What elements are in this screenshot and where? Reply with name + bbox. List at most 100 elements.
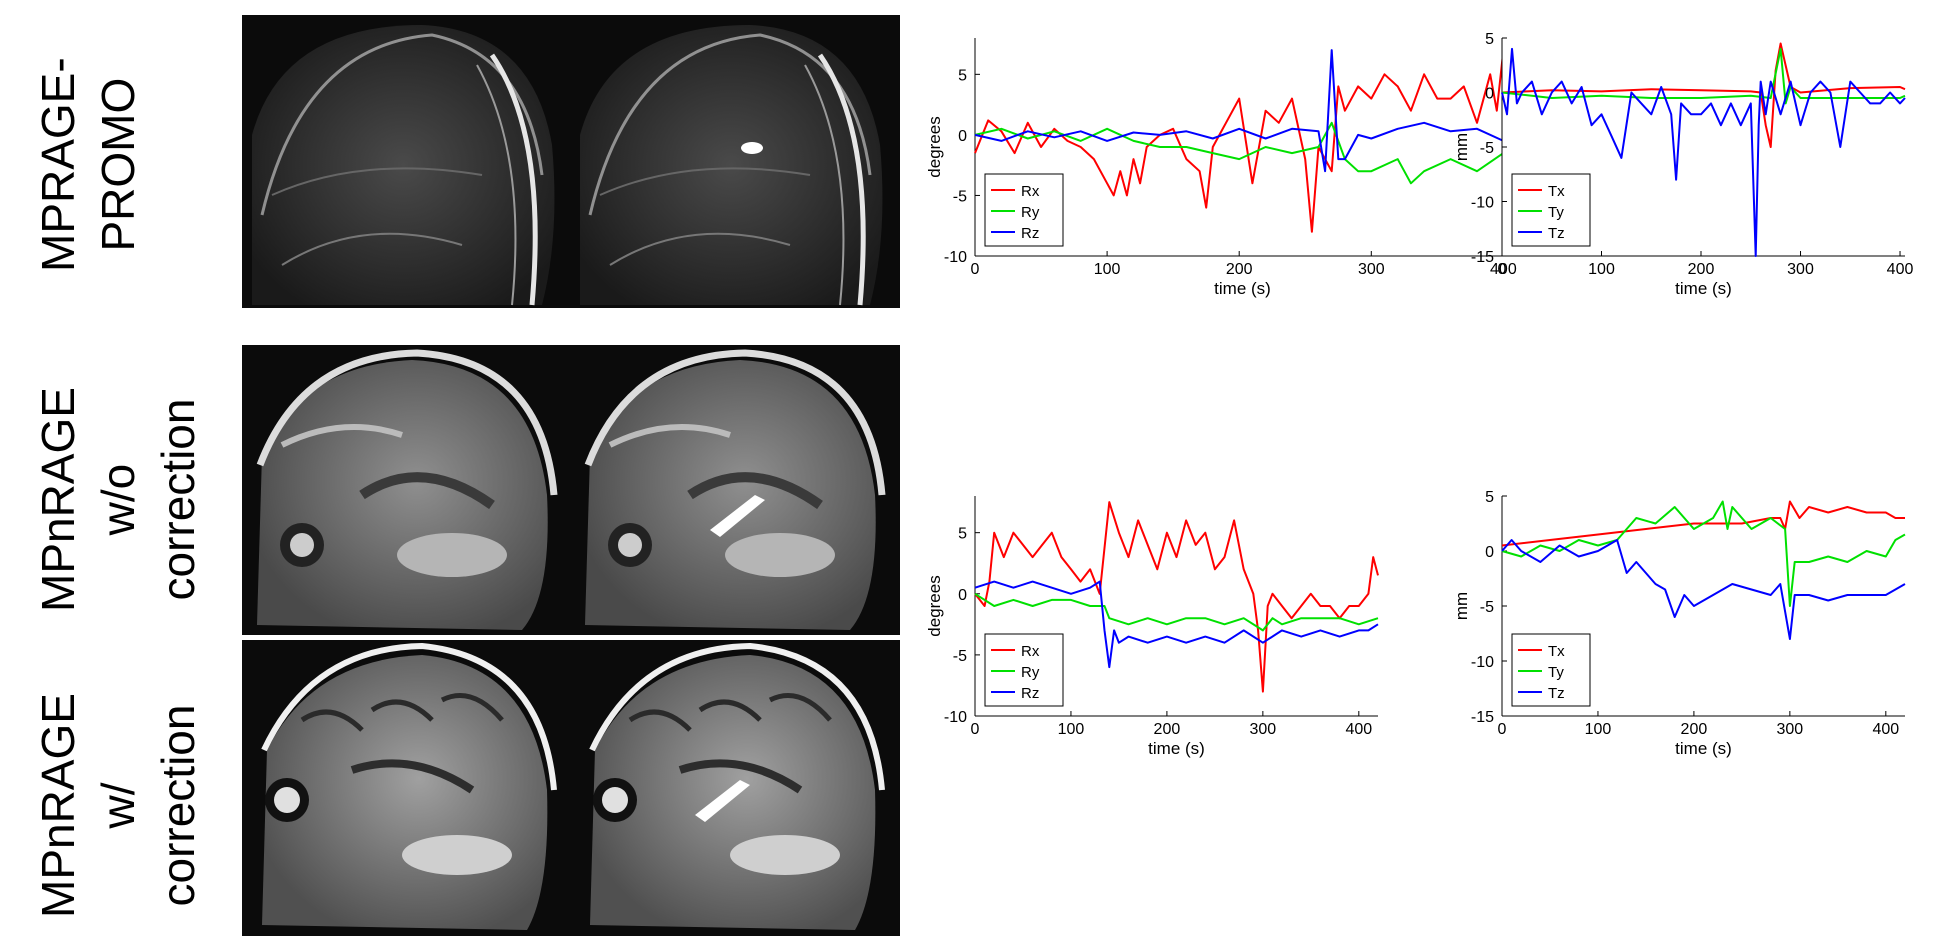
x-axis-label: time (s) <box>1675 279 1732 298</box>
legend-box <box>1511 173 1591 247</box>
y-axis-label: mm <box>1452 592 1471 620</box>
y-tick-label: -5 <box>953 648 967 665</box>
mpnrage-wo-left-slice <box>256 349 558 630</box>
row-label-line: correction <box>152 398 204 601</box>
x-tick-label: 0 <box>971 721 980 738</box>
x-tick-label: 300 <box>1777 721 1804 738</box>
y-tick-label: -10 <box>1471 195 1494 212</box>
y-tick-label: 0 <box>1485 544 1494 561</box>
series-line-Ry <box>974 592 1379 632</box>
series-line-Ty <box>1501 500 1906 607</box>
x-tick-label: 100 <box>1585 721 1612 738</box>
series-line-Rx <box>974 49 1511 233</box>
plot-area <box>1502 38 1905 256</box>
row-label-mpnrage-without-correction: MPnRAGE w/o correction <box>32 387 204 612</box>
series-line-Rx <box>974 501 1379 693</box>
y-axis-label: degrees <box>925 575 944 636</box>
legend-box <box>984 633 1064 707</box>
y-tick-label: 0 <box>958 128 967 145</box>
x-tick-label: 200 <box>1154 721 1181 738</box>
row-label-line: w/o <box>92 463 144 536</box>
x-tick-label: 200 <box>1688 261 1715 278</box>
legend-label-Rx: Rx <box>1021 183 1040 200</box>
mpnrage-w-sagittal-svg <box>261 642 885 930</box>
x-tick-label: 300 <box>1358 261 1385 278</box>
mpnrage-w-left-slice <box>261 642 557 930</box>
legend-label-Ty: Ty <box>1548 204 1564 221</box>
x-tick-label: 100 <box>1058 721 1085 738</box>
y-tick-label: 5 <box>1485 31 1494 48</box>
legend-label-Rx: Rx <box>1021 643 1040 660</box>
y-axis-label: degrees <box>925 116 944 177</box>
row-label-mpnrage-with-correction: MPnRAGE w/ correction <box>32 693 204 918</box>
legend-label-Rz: Rz <box>1021 685 1039 702</box>
y-tick-label: -10 <box>944 249 967 266</box>
y-tick-label: -10 <box>1471 654 1494 671</box>
legend-label-Tz: Tz <box>1548 685 1565 702</box>
x-tick-label: 200 <box>1681 721 1708 738</box>
legend-label-Ty: Ty <box>1548 664 1564 681</box>
legend-label-Tx: Tx <box>1548 183 1565 200</box>
legend-label-Tz: Tz <box>1548 225 1565 242</box>
series-line-Rz <box>974 49 1511 173</box>
row-label-mprage-promo: MPRAGE- PROMO <box>32 57 144 272</box>
x-axis-label: time (s) <box>1214 279 1271 298</box>
y-tick-label: 5 <box>958 67 967 84</box>
mri-image-mprage-promo <box>242 15 900 308</box>
plot-area <box>1502 496 1905 716</box>
y-tick-label: -15 <box>1471 709 1494 726</box>
x-tick-label: 0 <box>1498 261 1507 278</box>
y-tick-label: 5 <box>958 526 967 543</box>
series-line-Tx <box>1501 500 1905 547</box>
highlight-region <box>741 142 763 154</box>
x-tick-label: 400 <box>1872 721 1899 738</box>
legend-label-Tx: Tx <box>1548 643 1565 660</box>
series-line-Tz <box>1501 47 1906 257</box>
x-tick-label: 100 <box>1588 261 1615 278</box>
row-label-line: MPnRAGE <box>32 693 84 918</box>
x-tick-label: 400 <box>1887 261 1914 278</box>
series-line-Rz <box>974 580 1379 669</box>
series-line-Ry <box>974 121 1511 185</box>
legend-label-Rz: Rz <box>1021 225 1039 242</box>
mpnrage-w-right-slice <box>589 642 885 930</box>
y-tick-label: -5 <box>953 188 967 205</box>
plot-area <box>975 496 1378 716</box>
mprage-promo-right-slice <box>580 25 883 306</box>
y-tick-label: 0 <box>1485 86 1494 103</box>
x-tick-label: 400 <box>1345 721 1372 738</box>
mprage-promo-sagittal-svg <box>252 25 883 306</box>
x-tick-label: 400 <box>1490 261 1517 278</box>
series-line-Tz <box>1501 539 1906 640</box>
x-axis-label: time (s) <box>1675 739 1732 758</box>
y-axis-label: mm <box>1452 133 1471 161</box>
row-label-line: w/ <box>92 782 144 829</box>
x-tick-label: 300 <box>1250 721 1277 738</box>
series-line-Ty <box>1501 47 1906 105</box>
x-tick-label: 0 <box>1498 721 1507 738</box>
mri-image-mpnrage-with-correction <box>242 640 900 936</box>
mprage-promo-left-slice <box>252 25 555 306</box>
y-tick-label: 0 <box>958 587 967 604</box>
x-tick-label: 300 <box>1787 261 1814 278</box>
y-tick-label: -5 <box>1480 140 1494 157</box>
row-label-line: correction <box>152 704 204 907</box>
legend-box <box>1511 633 1591 707</box>
highlight-region <box>710 495 765 537</box>
legend-box <box>984 173 1064 247</box>
x-tick-label: 200 <box>1226 261 1253 278</box>
mpnrage-wo-right-slice <box>584 349 886 630</box>
plot-area <box>975 38 1510 256</box>
row-label-line: PROMO <box>92 77 144 252</box>
mpnrage-wo-sagittal-svg <box>256 349 886 630</box>
y-tick-label: -5 <box>1480 599 1494 616</box>
row-label-line: MPnRAGE <box>32 387 84 612</box>
highlight-region <box>695 780 750 822</box>
y-tick-label: 5 <box>1485 489 1494 506</box>
legend-label-Ry: Ry <box>1021 664 1040 681</box>
series-line-Tx <box>1501 42 1906 148</box>
mri-image-mpnrage-without-correction <box>242 345 900 635</box>
row-label-line: MPRAGE- <box>32 57 84 272</box>
y-tick-label: -10 <box>944 709 967 726</box>
y-tick-label: -15 <box>1471 249 1494 266</box>
